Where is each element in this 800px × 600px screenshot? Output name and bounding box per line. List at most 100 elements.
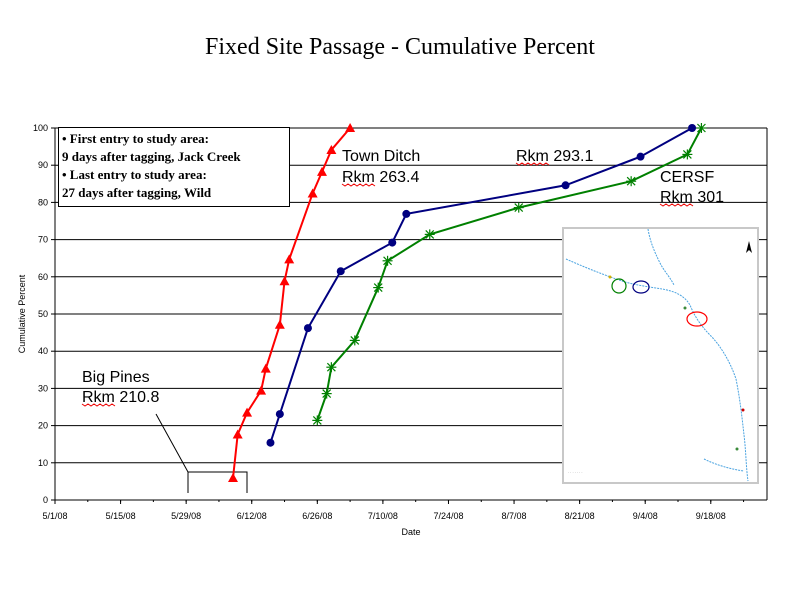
inset-map: . . . . . . .	[562, 227, 759, 484]
cersf-label: CERSF	[660, 169, 714, 186]
x-tick-label: 6/26/08	[302, 511, 332, 521]
x-axis-label: Date	[401, 527, 420, 537]
note-line: • Last entry to study area:	[62, 167, 207, 182]
data-point	[349, 335, 360, 346]
star-stroke	[682, 149, 692, 159]
x-tick-label: 5/29/08	[171, 511, 201, 521]
star-stroke	[626, 176, 636, 186]
site-marker	[608, 275, 612, 279]
cersf-rkm: Rkm 301	[660, 189, 724, 206]
leader-layer	[155, 413, 248, 493]
site-circle-red	[686, 311, 708, 327]
data-point	[279, 276, 290, 286]
big-pines-label: Big Pines	[82, 369, 150, 386]
data-point	[256, 385, 267, 395]
x-tick-label: 5/1/08	[42, 511, 67, 521]
y-tick-label: 20	[38, 421, 48, 431]
north-arrow-icon	[746, 241, 752, 253]
data-point	[682, 149, 693, 160]
star-stroke	[373, 283, 383, 293]
spellcheck-underline	[81, 403, 116, 407]
data-point	[260, 363, 271, 373]
rkm-293-label: Rkm 293.1	[516, 148, 593, 165]
x-tick-label: 8/7/08	[502, 511, 527, 521]
data-point	[513, 202, 524, 213]
star-stroke	[322, 389, 332, 399]
data-point	[626, 176, 637, 187]
tributary-line	[647, 228, 675, 286]
y-tick-label: 100	[33, 123, 48, 133]
star-stroke	[350, 335, 360, 345]
spellcheck-underline	[341, 183, 376, 187]
star-stroke	[514, 203, 524, 213]
spellcheck-underline	[659, 203, 694, 207]
data-point	[688, 124, 697, 132]
note-line: 27 days after tagging, Wild	[62, 185, 212, 200]
y-axis-label: Cumulative Percent	[17, 274, 27, 353]
x-tick-label: 6/12/08	[237, 511, 267, 521]
y-tick-label: 60	[38, 272, 48, 282]
town-ditch-rkm: Rkm 263.4	[342, 169, 419, 186]
tributary-line	[703, 458, 745, 472]
site-marker	[735, 447, 739, 451]
data-point	[284, 254, 295, 264]
note-line: 9 days after tagging, Jack Creek	[62, 149, 241, 164]
data-point	[228, 473, 238, 483]
note-line: • First entry to study area:	[62, 131, 209, 146]
data-point	[696, 123, 707, 133]
map-scale-text: . . . . . . .	[568, 469, 582, 474]
y-tick-label: 50	[38, 309, 48, 319]
data-point	[326, 144, 337, 154]
star-stroke	[326, 362, 336, 372]
data-point	[336, 267, 345, 276]
data-point	[326, 362, 337, 373]
y-tick-label: 80	[38, 197, 48, 207]
annotation-layer: Big Pines Rkm 210.8 Town Ditch Rkm 263.4…	[81, 148, 724, 407]
data-point	[242, 407, 253, 417]
notes-box: • First entry to study area: 9 days afte…	[58, 127, 290, 207]
star-stroke	[425, 229, 435, 239]
data-point	[424, 229, 435, 240]
y-tick-label: 70	[38, 235, 48, 245]
y-tick-label: 90	[38, 160, 48, 170]
site-circle-green	[611, 278, 627, 294]
data-point	[312, 415, 323, 426]
data-point	[303, 324, 312, 333]
x-tick-label: 9/18/08	[696, 511, 726, 521]
data-point	[636, 152, 645, 161]
star-stroke	[383, 256, 393, 266]
data-point	[266, 438, 275, 447]
town-ditch-label: Town Ditch	[342, 148, 420, 165]
site-marker	[741, 408, 745, 412]
y-tick-label: 40	[38, 346, 48, 356]
data-point	[561, 181, 570, 190]
x-tick-label: 5/15/08	[106, 511, 136, 521]
site-marker	[683, 306, 687, 310]
star-stroke	[312, 415, 322, 425]
x-tick-label: 9/4/08	[633, 511, 658, 521]
data-point	[373, 282, 384, 293]
spellcheck-underline	[515, 162, 550, 166]
data-point	[275, 410, 284, 419]
axis-layer: 0 10 20 30 40 50 60 70 80 90 100 5/1/08 5/15/08 5/29/…	[17, 123, 768, 537]
chart-title: Fixed Site Passage - Cumulative Percent	[205, 34, 595, 60]
y-tick-label: 10	[38, 458, 48, 468]
y-tick-label: 0	[43, 495, 48, 505]
x-tick-label: 8/21/08	[565, 511, 595, 521]
site-circle-navy	[632, 280, 650, 294]
data-point	[388, 238, 397, 247]
data-point	[382, 255, 393, 266]
river-line	[565, 258, 749, 482]
data-point	[232, 429, 243, 439]
x-tick-label: 7/10/08	[368, 511, 398, 521]
big-pines-leader	[155, 413, 248, 493]
data-point	[307, 188, 318, 198]
y-tick-label: 30	[38, 383, 48, 393]
series-layer	[228, 123, 707, 483]
data-point	[321, 388, 332, 399]
data-point	[317, 166, 327, 176]
data-point	[345, 123, 356, 132]
star-stroke	[696, 123, 706, 133]
inset-map-graphic: . . . . . . .	[565, 228, 752, 482]
data-point	[274, 319, 285, 329]
